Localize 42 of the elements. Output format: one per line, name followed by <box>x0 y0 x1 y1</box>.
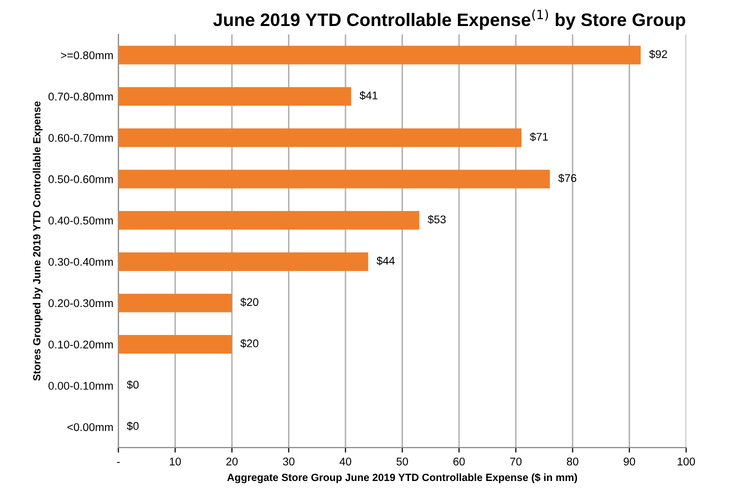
data-label: $0 <box>126 422 139 431</box>
x-tick-label: 60 <box>453 458 465 466</box>
data-label: $41 <box>360 91 378 100</box>
y-tick-label: 0.10-0.20mm <box>48 340 113 348</box>
bar <box>118 335 232 354</box>
x-tick-label: 70 <box>510 458 522 466</box>
x-tick-label: 30 <box>282 458 294 466</box>
y-tick-label: 0.20-0.30mm <box>48 299 113 308</box>
data-label: $20 <box>240 338 258 348</box>
x-tick-label: 10 <box>170 458 181 466</box>
x-tick-label: 80 <box>566 458 578 466</box>
y-axis-title: Stores Grouped by June 2019 YTD Controllable Expense <box>32 101 43 381</box>
data-label: $71 <box>530 132 548 142</box>
x-tick-label: 100 <box>678 458 695 466</box>
x-tick-label: 50 <box>396 458 408 466</box>
data-label: $0 <box>126 380 139 390</box>
bar <box>118 128 522 148</box>
bar <box>118 211 420 230</box>
x-tick-label: 90 <box>624 458 636 466</box>
bar <box>118 294 232 312</box>
x-tick-label: 20 <box>226 458 238 466</box>
y-tick-label: 0.50-0.60mm <box>48 175 113 184</box>
bar <box>118 170 550 188</box>
x-tick-label: 40 <box>340 458 352 466</box>
y-tick-label: <0.00mm <box>67 423 113 432</box>
data-label: $44 <box>376 256 395 266</box>
data-label: $53 <box>428 215 446 224</box>
bar <box>118 46 641 64</box>
chart-title: June 2019 YTD Controllable Expense$^{(1)}$ by Store Group <box>213 9 686 30</box>
bar <box>118 252 368 271</box>
y-tick-label: 0.40-0.50mm <box>48 216 113 224</box>
data-label: $20 <box>240 298 258 307</box>
bar <box>118 87 352 106</box>
x-tick-label: - <box>117 462 120 463</box>
x-axis-title: Aggregate Store Group June 2019 YTD Controllable Expense ($ in mm) <box>227 473 578 484</box>
data-label: $76 <box>558 174 576 183</box>
y-tick-label: 0.70-0.80mm <box>48 92 113 101</box>
y-tick-label: >=0.80mm <box>60 51 113 60</box>
y-tick-label: 0.30-0.40mm <box>48 258 113 266</box>
y-tick-label: 0.00-0.10mm <box>48 382 113 390</box>
y-tick-label: 0.60-0.70mm <box>48 134 113 142</box>
data-label: $92 <box>649 50 668 59</box>
